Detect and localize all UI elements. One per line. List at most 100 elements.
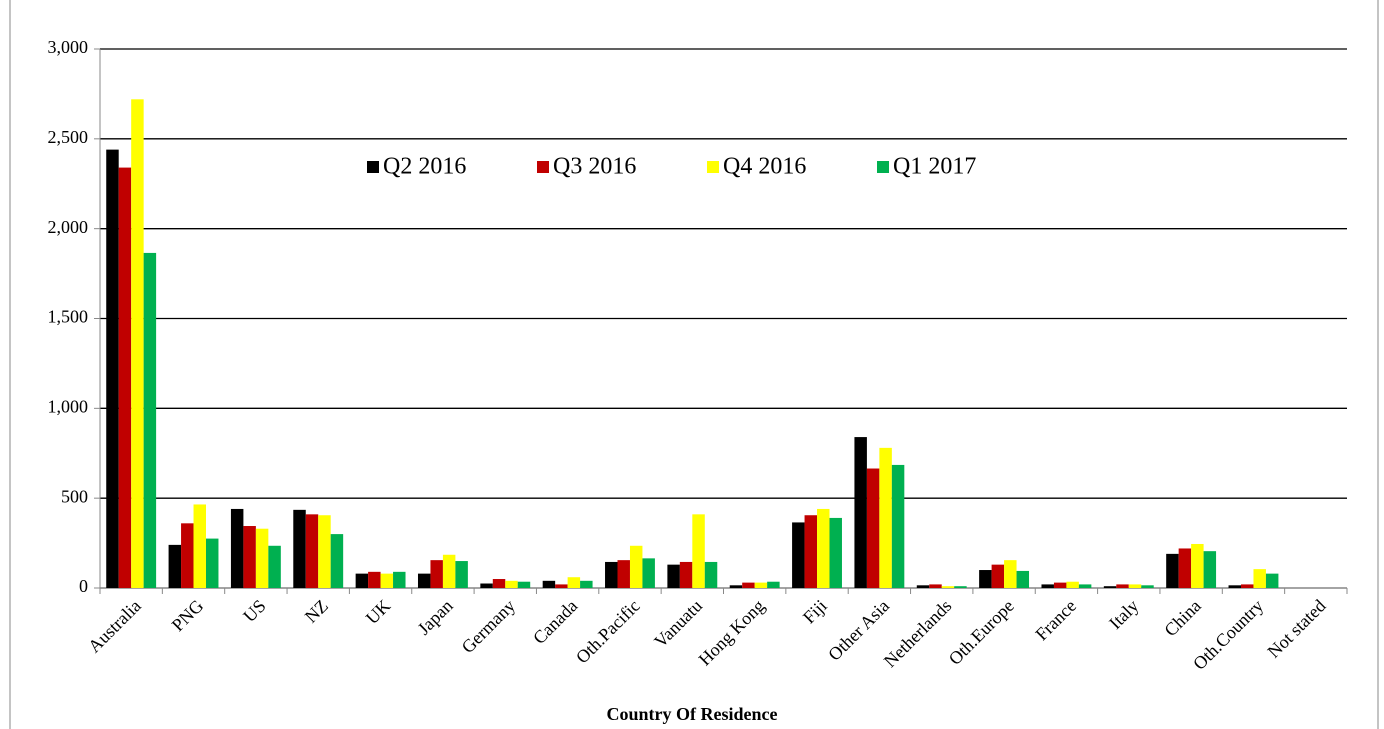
bar <box>879 447 892 588</box>
bar <box>118 167 132 588</box>
bar <box>455 561 468 588</box>
bar <box>1203 551 1217 588</box>
bar <box>679 561 693 588</box>
x-tick-label: UK <box>362 596 395 629</box>
bar <box>929 584 942 588</box>
legend-swatch <box>707 161 719 173</box>
y-tick-label: 0 <box>79 576 88 596</box>
bar <box>268 545 281 588</box>
bar <box>1253 569 1266 588</box>
bar <box>792 522 805 588</box>
bar <box>505 580 518 588</box>
bar <box>1053 582 1067 588</box>
bar <box>555 584 568 588</box>
x-tick-label: Vanuatu <box>650 596 706 652</box>
bar <box>742 582 755 588</box>
bar <box>205 538 219 588</box>
bar <box>817 508 830 588</box>
bar <box>1116 584 1129 588</box>
bar <box>854 437 867 588</box>
legend-label: Q2 2016 <box>383 154 466 180</box>
y-tick-label: 2,000 <box>48 217 89 237</box>
y-tick-label: 1,000 <box>48 396 89 416</box>
bar <box>1241 584 1254 588</box>
bar <box>492 579 506 588</box>
bar <box>629 545 643 588</box>
bar <box>542 580 556 588</box>
legend-label: Q3 2016 <box>553 154 636 180</box>
bar <box>193 504 206 588</box>
x-tick-label: Japan <box>414 596 457 639</box>
bar <box>442 554 456 588</box>
x-tick-label: Oth.Europe <box>945 596 1018 669</box>
x-tick-label: Germany <box>458 596 520 658</box>
x-axis-title: Country Of Residence <box>607 704 778 724</box>
bar <box>1041 584 1054 588</box>
bar <box>729 585 743 588</box>
bar <box>168 544 182 588</box>
x-tick-label: Fiji <box>799 596 831 628</box>
bar <box>580 580 593 588</box>
bar <box>318 515 331 588</box>
bar <box>480 583 493 588</box>
bar <box>866 468 880 588</box>
bar <box>667 564 680 588</box>
bar <box>1166 553 1179 588</box>
bar <box>393 571 406 588</box>
x-tick-label: China <box>1160 596 1205 641</box>
x-tick-label: NZ <box>301 596 332 627</box>
bar <box>829 517 842 588</box>
y-tick-label: 500 <box>61 486 88 506</box>
x-tick-label: US <box>239 596 269 626</box>
bar <box>1178 548 1192 588</box>
bar <box>305 514 319 588</box>
x-tick-label: Hong Kong <box>695 596 769 670</box>
bar <box>941 586 955 588</box>
bar <box>255 528 269 588</box>
y-tick-label: 3,000 <box>48 37 89 57</box>
legend-swatch <box>877 161 889 173</box>
bar <box>804 515 818 588</box>
bar <box>430 560 443 588</box>
bar <box>979 570 992 588</box>
x-tick-label: Canada <box>529 596 581 648</box>
bar <box>617 560 630 588</box>
bar <box>916 585 930 588</box>
legend-swatch <box>367 161 379 173</box>
legend-label: Q4 2016 <box>723 154 806 180</box>
bar <box>954 586 967 588</box>
bar <box>642 558 655 588</box>
x-tick-label: Netherlands <box>880 596 956 672</box>
bar <box>1004 560 1017 588</box>
bar <box>368 571 381 588</box>
bar <box>106 149 119 588</box>
x-tick-label: Italy <box>1105 596 1142 633</box>
bar <box>891 464 905 588</box>
legend-label: Q1 2017 <box>893 154 976 180</box>
bar <box>754 582 768 588</box>
bar <box>293 509 306 588</box>
bar <box>380 573 394 588</box>
bar <box>1265 573 1279 588</box>
bar <box>704 561 718 588</box>
x-tick-label: France <box>1031 596 1080 645</box>
bar <box>230 508 244 588</box>
bar <box>991 564 1005 588</box>
legend-swatch <box>537 161 549 173</box>
bar <box>1103 586 1117 588</box>
bar <box>1078 584 1092 588</box>
bar <box>1191 543 1204 588</box>
bar <box>417 573 431 588</box>
bar <box>692 514 705 588</box>
bar <box>143 252 157 588</box>
bar <box>767 581 780 588</box>
y-tick-label: 2,500 <box>48 127 89 147</box>
x-tick-label: Not stated <box>1263 596 1329 662</box>
y-tick-label: 1,500 <box>48 307 89 327</box>
bar <box>131 99 144 588</box>
bar <box>1141 585 1154 588</box>
bar <box>355 573 369 588</box>
bar <box>605 561 618 588</box>
x-tick-label: PNG <box>168 596 208 636</box>
